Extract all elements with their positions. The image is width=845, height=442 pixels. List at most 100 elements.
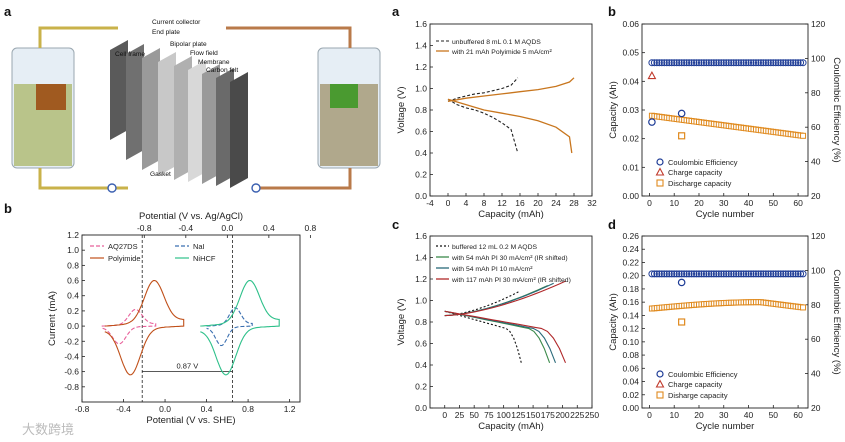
x-tick-label: 12 — [497, 198, 507, 208]
x-tick-label: 200 — [555, 410, 569, 420]
label-current-collector: Current collector — [152, 19, 201, 26]
x-tick-label: 10 — [669, 410, 679, 420]
x-tick-label: -0.4 — [116, 404, 131, 414]
x-tick-label: 10 — [669, 198, 679, 208]
ce-point — [757, 59, 765, 67]
y-tick-label: 0.4 — [67, 291, 79, 301]
x-tick-label: 0.4 — [201, 404, 213, 414]
x-tick-label: 40 — [744, 410, 754, 420]
legend-label: Charge capacity — [668, 168, 722, 177]
ce-point — [735, 270, 743, 278]
ce-point — [673, 59, 681, 67]
x-axis-label: Potential (V vs. SHE) — [146, 415, 235, 426]
x-tick-label: 16 — [515, 198, 525, 208]
ce-point — [789, 270, 797, 278]
ce-point — [777, 59, 785, 67]
ce-point — [797, 270, 805, 278]
legend-swatch — [655, 379, 665, 388]
ce-point — [658, 59, 666, 67]
curve-unbuffered-discharge — [447, 98, 519, 154]
ce-point — [717, 59, 725, 67]
y-tick-label: 1.0 — [415, 296, 427, 306]
ce-point — [722, 270, 730, 278]
legend-label: AQ27DS — [108, 242, 138, 251]
ce-point — [747, 59, 755, 67]
charge-point — [647, 70, 657, 80]
legend-label: Disharge capacity — [668, 391, 728, 400]
ce-point — [697, 59, 705, 67]
y-tick-label: 0.03 — [622, 105, 639, 115]
voltage-plot-a: -4 0 4 8 12 16 20 24 28 32 0.0 0.2 0.4 0.6 0.8 1.0 1.2 1.… — [396, 19, 597, 220]
ce-outlier-point — [677, 278, 686, 287]
y-tick-label: 1.4 — [415, 253, 427, 263]
ce-point — [784, 59, 792, 67]
ce-point — [737, 59, 745, 67]
x-tick-label: 24 — [551, 198, 561, 208]
ce-point — [725, 270, 733, 278]
curve-discharge-1 — [444, 310, 551, 363]
ce-point — [707, 270, 715, 278]
ce-point — [683, 270, 691, 278]
y-tick-label: 0.08 — [622, 350, 639, 360]
ce-point — [727, 59, 735, 67]
x-top-tick-label: -0.4 — [178, 223, 193, 233]
ce-point — [732, 270, 740, 278]
ce-point — [730, 59, 738, 67]
discharge-point — [800, 304, 807, 311]
x-tick-label: -0.8 — [75, 404, 90, 414]
cv-curve-nihcf — [200, 279, 280, 376]
y-tick-label: 0.06 — [622, 19, 639, 29]
ce-point — [693, 270, 701, 278]
ce-point — [799, 270, 807, 278]
legend-label: with 117 mAh PI 30 mA/cm² (IR shifted) — [451, 277, 571, 284]
ce-point — [767, 59, 775, 67]
ce-point — [787, 270, 795, 278]
ce-point — [712, 270, 720, 278]
y-tick-label: -0.2 — [64, 336, 79, 346]
ce-point — [665, 59, 673, 67]
x-tick-label: 60 — [793, 198, 803, 208]
ce-point — [717, 270, 725, 278]
x-tick-label: 50 — [769, 198, 779, 208]
ce-point — [702, 59, 710, 67]
right-pump-icon — [251, 183, 261, 193]
y-tick-label: 1.6 — [415, 19, 427, 29]
y-right-tick-label: 60 — [811, 334, 821, 344]
legend-label: NiHCF — [193, 254, 216, 263]
y-right-tick-label: 40 — [811, 157, 821, 167]
ce-point — [690, 270, 698, 278]
left-pipe-bottom — [38, 168, 128, 190]
ce-outlier-point — [648, 118, 656, 126]
y-tick-label: 0.14 — [622, 310, 639, 320]
ce-point — [675, 270, 683, 278]
ce-point — [655, 59, 663, 67]
y-tick-label: 0.2 — [415, 382, 427, 392]
ce-point — [688, 270, 696, 278]
y-tick-label: 0.05 — [622, 48, 639, 58]
x-tick-label: 25 — [455, 410, 465, 420]
y-tick-label: 0.0 — [67, 321, 79, 331]
ce-point — [700, 59, 708, 67]
y-tick-label: 1.2 — [67, 230, 79, 240]
y-right-tick-label: 120 — [811, 19, 825, 29]
panel-label-b: b — [608, 4, 616, 19]
ce-point — [715, 59, 723, 67]
ce-point — [759, 270, 767, 278]
y-tick-label: 0.0 — [415, 403, 427, 413]
ce-point — [720, 270, 728, 278]
ce-point — [754, 270, 762, 278]
voltage-plot-c: 0 25 50 75 100 125 150 175 200 225 250 0.0 0.2 0.4 0.6… — [396, 231, 599, 432]
ce-point — [648, 270, 656, 278]
y-axis-label: Voltage (V) — [396, 299, 407, 346]
ce-point — [769, 270, 777, 278]
y-right-tick-label: 80 — [811, 88, 821, 98]
x-tick-label: 32 — [587, 198, 597, 208]
potential-gap-label: 0.87 V — [177, 362, 199, 371]
legend-swatch — [656, 158, 664, 166]
ce-point — [762, 59, 770, 67]
legend-label: NaI — [193, 242, 205, 251]
ce-point — [784, 270, 792, 278]
ce-point — [732, 59, 740, 67]
y-tick-label: 0.26 — [622, 231, 639, 241]
y-right-tick-label: 60 — [811, 122, 821, 132]
